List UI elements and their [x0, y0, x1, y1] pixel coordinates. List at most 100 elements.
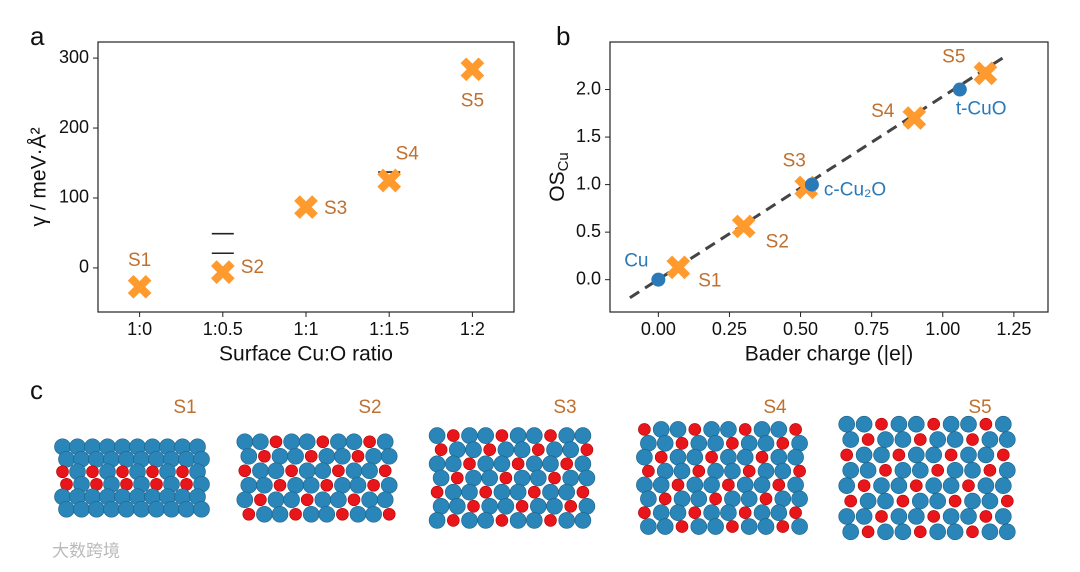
atom [789, 423, 802, 436]
atom [252, 433, 269, 451]
atom [56, 465, 69, 479]
x-tick-label: 0.25 [712, 319, 747, 339]
point-label: S5 [942, 46, 965, 67]
atom [844, 494, 858, 508]
y-tick-label: 100 [59, 187, 89, 207]
plot-frame [609, 41, 1049, 313]
atom [894, 462, 912, 479]
atom [446, 429, 460, 442]
atom [855, 446, 873, 464]
point-label: c-Cu₂O [824, 180, 886, 201]
atom [88, 500, 105, 518]
atom [287, 447, 304, 465]
atom [330, 491, 347, 509]
atom [960, 446, 977, 464]
atom [432, 497, 450, 515]
atom [118, 450, 135, 468]
atom [855, 415, 873, 433]
structure-label: S4 [763, 397, 787, 418]
atom [907, 446, 925, 464]
atom [467, 499, 480, 513]
atom [448, 441, 466, 459]
atom [349, 505, 367, 523]
atom [791, 518, 808, 535]
atom [740, 435, 758, 452]
atom [578, 497, 596, 515]
atom [722, 478, 735, 492]
atom [574, 455, 592, 473]
atom [772, 478, 786, 492]
atom [675, 520, 689, 533]
atom [787, 448, 804, 466]
atom [966, 525, 979, 539]
atom [448, 497, 466, 515]
atom [709, 492, 722, 506]
atom [320, 478, 334, 492]
atom [669, 504, 687, 521]
x-marker [902, 106, 927, 130]
atom [258, 449, 271, 463]
atom [838, 508, 856, 525]
atom [842, 431, 860, 448]
atom [180, 477, 193, 491]
atom [495, 429, 509, 442]
atom [481, 469, 499, 487]
atom [960, 415, 977, 433]
atom [351, 449, 365, 463]
atom [791, 490, 808, 508]
atom [861, 433, 875, 446]
atom [770, 421, 788, 438]
atom [656, 462, 674, 480]
atom [877, 492, 894, 510]
atom [527, 485, 541, 499]
atom [720, 421, 737, 438]
y-tick-label: 0.5 [576, 221, 601, 241]
atom [302, 505, 320, 523]
atom [529, 497, 547, 515]
atom [574, 512, 592, 529]
atom [525, 455, 543, 473]
atom [996, 448, 1010, 462]
atom [977, 446, 995, 464]
atom [242, 507, 256, 521]
atom [842, 523, 860, 541]
structure-label: S3 [553, 397, 576, 418]
atom [497, 497, 515, 515]
atom [302, 476, 320, 494]
atom [461, 512, 478, 529]
atom [640, 490, 657, 508]
atom [432, 469, 450, 487]
atom [148, 450, 165, 468]
atom [759, 492, 773, 506]
atom [481, 497, 499, 515]
atom [86, 465, 99, 479]
fit-line [629, 54, 1007, 300]
atom [753, 421, 771, 438]
atom [271, 447, 289, 465]
point-label: S3 [783, 150, 806, 171]
atom [654, 450, 668, 464]
atom [382, 507, 396, 521]
atom [925, 477, 943, 494]
atom [686, 448, 704, 466]
atom [840, 448, 854, 462]
atom [380, 476, 398, 494]
atom [757, 462, 775, 480]
atom [998, 462, 1016, 479]
atom [236, 433, 254, 451]
atom [525, 427, 543, 444]
atom [640, 435, 657, 452]
atom [477, 427, 495, 444]
x-marker [666, 255, 691, 280]
atom [642, 464, 655, 478]
atom [148, 500, 165, 518]
x-tick-label: 1:0.5 [203, 319, 243, 339]
atom [298, 462, 316, 480]
atom [757, 518, 775, 535]
atom [256, 505, 273, 523]
atom [793, 464, 806, 478]
atom [770, 448, 788, 466]
atom [240, 447, 258, 465]
atom [942, 415, 960, 433]
x-marker [294, 195, 318, 219]
